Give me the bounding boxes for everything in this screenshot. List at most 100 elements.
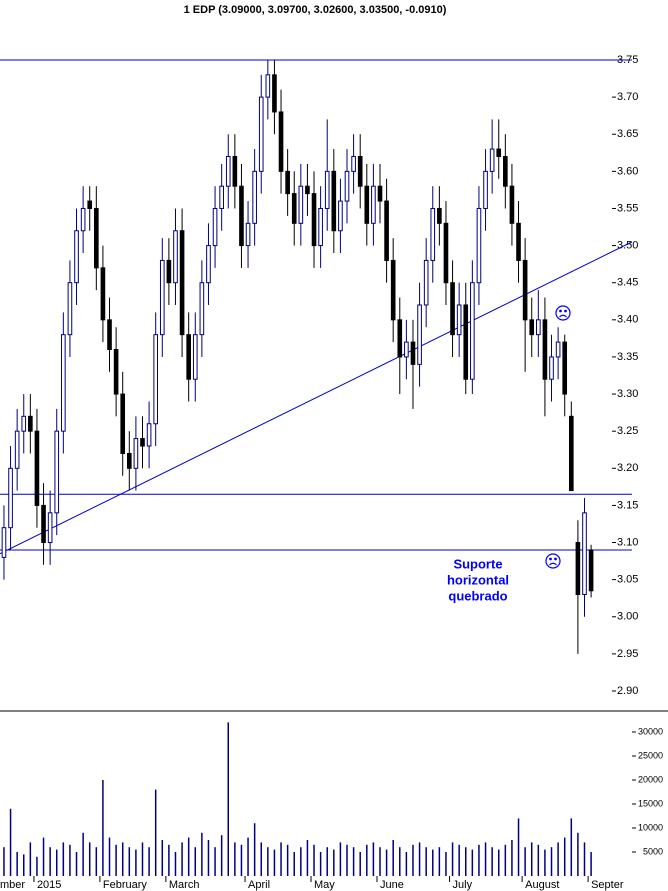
volume-tick-label: 30000 [638, 726, 663, 736]
candle-body [133, 438, 139, 469]
candle-body [377, 185, 383, 202]
candle-body [351, 156, 356, 172]
candle-body [437, 207, 442, 224]
chart-title: 1 EDP (3.09000, 3.09700, 3.02600, 3.0350… [184, 4, 447, 16]
candle-body [324, 170, 330, 209]
candle-body [338, 200, 343, 232]
candle-body [67, 282, 73, 336]
y-tick-label: 3.70 [617, 91, 638, 103]
candle-body [463, 304, 469, 380]
sad-face [545, 553, 561, 569]
x-tick-label: 2015 [37, 879, 61, 891]
y-tick-label: 2.90 [617, 685, 638, 697]
candle-body [364, 185, 370, 224]
candle-body [503, 156, 508, 187]
y-tick-label: 3.20 [617, 462, 638, 474]
candle-body [21, 415, 27, 432]
candle-body [357, 156, 363, 187]
candle-body [245, 222, 251, 247]
candle-body [94, 207, 99, 269]
candle-body [192, 334, 198, 380]
candle-body [397, 319, 403, 358]
candle-body [61, 334, 66, 432]
candle-body [450, 282, 455, 336]
volume-tick-label: 5000 [643, 846, 663, 856]
candle-body [496, 148, 502, 158]
candle-body [278, 111, 284, 172]
candle-body [410, 341, 416, 365]
candle-body [311, 193, 317, 247]
candle-body [549, 356, 554, 380]
y-tick-label: 3.50 [617, 239, 638, 251]
candle-body [1, 527, 7, 558]
candle-body [542, 319, 548, 380]
candle-body [588, 549, 594, 592]
y-tick-label: 2.95 [617, 648, 638, 660]
candle-body [384, 200, 389, 261]
candle-body [120, 393, 126, 454]
y-tick-label: 3.55 [617, 202, 638, 214]
candle-body [100, 267, 106, 321]
candle-body [219, 185, 224, 209]
candle-body [298, 185, 304, 224]
y-tick-label: 3.30 [617, 388, 638, 400]
candle-body [173, 230, 178, 284]
candle-body [74, 230, 79, 284]
candle-body [371, 185, 376, 224]
candle-body [476, 207, 482, 284]
candle-body [272, 74, 277, 113]
candle-body [522, 259, 528, 321]
candle-body [555, 341, 561, 358]
candle-body [80, 207, 86, 232]
candle-body [206, 245, 211, 284]
sad-face [555, 305, 571, 321]
x-tick-label: May [314, 879, 335, 891]
candle-body [318, 207, 323, 247]
y-tick-label: 3.05 [617, 574, 638, 586]
candle-body [252, 170, 257, 224]
y-tick-label: 3.35 [617, 351, 638, 363]
candle-body [54, 430, 60, 514]
candle-body [47, 512, 53, 544]
x-tick-label: August [525, 879, 559, 891]
y-tick-label: 3.60 [617, 165, 638, 177]
candle-body [232, 156, 238, 187]
volume-tick-label: 15000 [638, 798, 663, 808]
candle-body [87, 200, 93, 209]
candle-body [305, 185, 310, 195]
candle-body [41, 504, 46, 544]
annotation: horizontal [447, 572, 509, 587]
candle-body [344, 170, 350, 202]
candle-body [516, 222, 521, 261]
candle-body [291, 193, 297, 224]
candle-body [265, 74, 271, 98]
candle-body [34, 430, 40, 506]
candle-body [423, 259, 429, 306]
candle-body [28, 415, 33, 432]
candle-body [529, 319, 535, 336]
y-tick-label: 3.65 [617, 128, 638, 140]
candle-body [456, 304, 462, 336]
candle-body [8, 467, 13, 529]
y-tick-label: 3.40 [617, 314, 638, 326]
candle-body [166, 259, 172, 284]
candle-body [483, 170, 488, 209]
x-tick-label: Septer [591, 879, 624, 891]
candle-body [126, 452, 132, 469]
candle-body [113, 349, 119, 395]
annotation: quebrado [448, 588, 507, 603]
candle-body [489, 148, 495, 172]
y-tick-label: 3.00 [617, 611, 638, 623]
candle-body [430, 207, 436, 261]
x-tick-label: March [169, 879, 200, 891]
candle-body [153, 334, 159, 425]
x-tick-label: mber [0, 879, 25, 891]
candle-body [568, 415, 574, 492]
candle-body [562, 341, 568, 395]
candle-body [140, 438, 145, 447]
candle-body [331, 170, 337, 232]
candle-body [417, 304, 422, 365]
candle-body [239, 185, 244, 247]
